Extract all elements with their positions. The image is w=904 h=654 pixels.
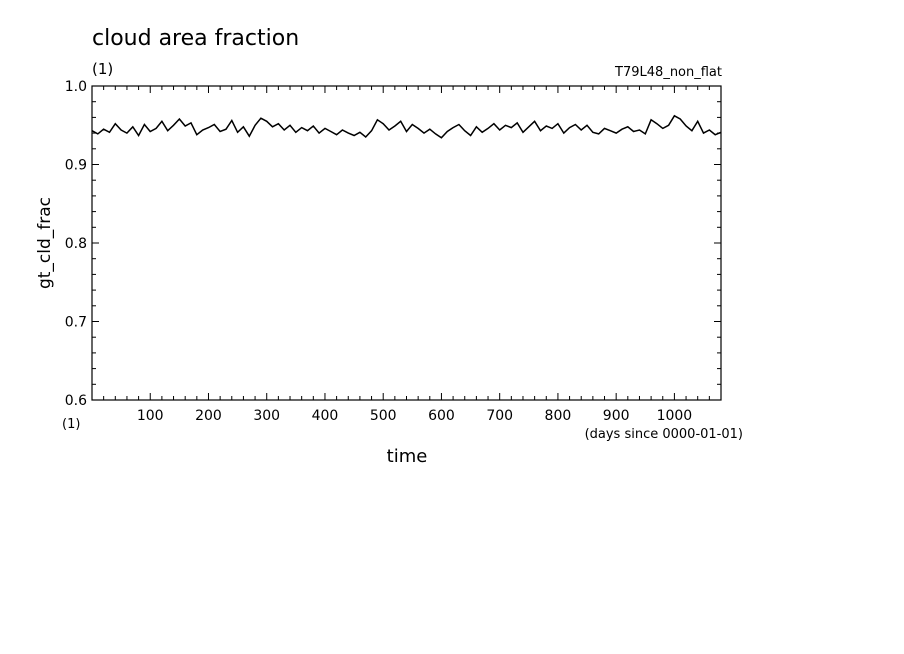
x-tick-label: 100	[137, 408, 164, 424]
x-tick-labels: 100 200 300 400 500 600 700 800 900 1000	[137, 408, 692, 424]
y-tick-label: 0.8	[65, 236, 87, 252]
series-line	[91, 114, 722, 139]
y-tick-label: 1.0	[65, 79, 87, 95]
x-tick-label: 900	[603, 408, 630, 424]
y-axis-unit: (1)	[62, 417, 80, 432]
y-tick-label: 0.6	[65, 393, 87, 409]
x-tick-label: 600	[428, 408, 455, 424]
x-tick-label: 400	[312, 408, 339, 424]
plot-frame	[91, 85, 722, 401]
x-axis-unit: (days since 0000-01-01)	[585, 427, 743, 442]
x-tick-label: 1000	[657, 408, 693, 424]
x-tick-label: 300	[253, 408, 280, 424]
x-axis-label: time	[387, 446, 428, 467]
y-tick-label: 0.9	[65, 158, 87, 174]
y-tick-labels: 0.6 0.7 0.8 0.9 1.0	[65, 79, 87, 409]
y-axis-label: gt_cld_frac	[35, 197, 55, 289]
experiment-label: T79L48_non_flat	[614, 65, 722, 80]
x-tick-label: 200	[195, 408, 222, 424]
title-unit: (1)	[92, 60, 113, 78]
axis-ticks	[92, 86, 721, 400]
x-tick-label: 700	[486, 408, 513, 424]
chart-title: cloud area fraction	[92, 26, 299, 51]
x-tick-label: 500	[370, 408, 397, 424]
y-tick-label: 0.7	[65, 315, 87, 331]
x-tick-label: 800	[545, 408, 572, 424]
